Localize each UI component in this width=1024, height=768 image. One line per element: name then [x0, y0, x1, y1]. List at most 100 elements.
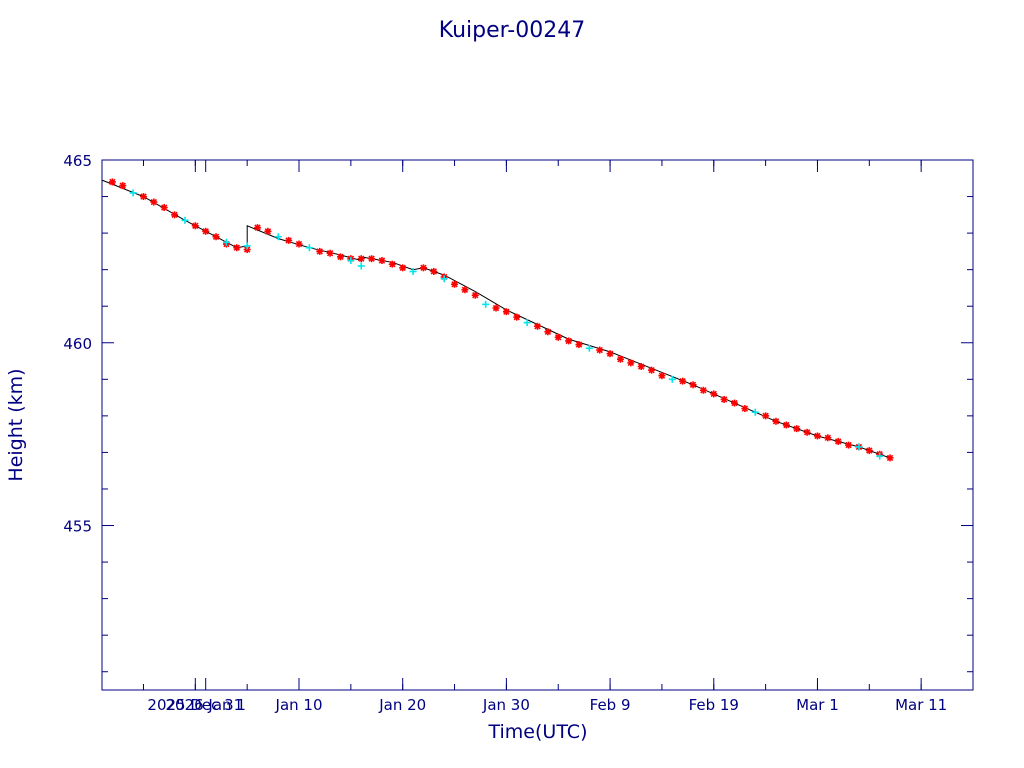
data-point-red	[534, 322, 541, 330]
x-tick-label: Mar 11	[895, 696, 947, 714]
data-point-red	[119, 182, 127, 190]
x-tick-label: 2025 Dec 31	[147, 696, 243, 714]
data-point-red	[430, 267, 438, 275]
marker-stroke	[492, 304, 500, 312]
x-tick-label: Jan 20	[378, 696, 426, 714]
y-tick-label: 455	[63, 518, 92, 536]
data-point-red	[648, 366, 656, 374]
data-point-red	[492, 304, 500, 312]
data-point-red	[679, 377, 687, 385]
data-point-red	[233, 244, 241, 252]
chart-title: Kuiper-00247	[439, 18, 585, 43]
marker-stroke	[731, 399, 738, 407]
data-point-red	[813, 432, 821, 440]
marker-stroke	[720, 396, 728, 403]
data-point-red	[336, 253, 344, 261]
data-point-red	[772, 417, 780, 425]
data-point-red	[782, 421, 790, 429]
marker-stroke	[389, 260, 396, 268]
data-point-red	[461, 286, 469, 294]
marker-stroke	[544, 328, 552, 335]
marker-stroke	[254, 224, 261, 231]
data-point-red	[368, 255, 376, 263]
marker-stroke	[700, 387, 707, 394]
data-point-red	[741, 405, 749, 413]
marker-stroke	[689, 381, 697, 388]
marker-stroke	[534, 323, 541, 330]
data-point-red	[191, 222, 199, 230]
marker-stroke	[866, 447, 873, 454]
marker-stroke	[710, 390, 717, 398]
data-point-red	[606, 350, 614, 358]
data-point-red	[316, 247, 324, 255]
data-point-red	[710, 390, 718, 398]
marker-stroke	[212, 233, 220, 240]
data-point-red	[451, 280, 459, 288]
marker-stroke	[264, 228, 272, 235]
data-point-red	[471, 291, 479, 299]
x-tick-label: 2026 Jan 1	[165, 696, 245, 714]
data-point-red	[803, 428, 811, 436]
data-point-red	[160, 204, 168, 212]
data-point-red	[399, 264, 407, 272]
marker-stroke	[835, 438, 842, 445]
data-point-cyan	[409, 267, 417, 275]
data-point-red	[596, 346, 604, 354]
data-point-cyan	[129, 189, 137, 197]
marker-stroke	[378, 257, 386, 264]
data-point-red	[326, 249, 334, 257]
x-tick-label: Jan 30	[482, 696, 530, 714]
marker-stroke	[783, 421, 790, 429]
data-point-red	[513, 313, 521, 321]
data-point-cyan	[482, 300, 490, 308]
marker-stroke	[233, 244, 240, 251]
marker-stroke	[803, 429, 811, 436]
data-point-red	[575, 341, 583, 349]
data-point-cyan	[876, 452, 884, 460]
data-point-cyan	[523, 319, 531, 327]
marker-stroke	[326, 250, 334, 257]
marker-stroke	[285, 237, 292, 244]
trend-line	[101, 179, 891, 459]
marker-stroke	[358, 255, 365, 262]
data-point-red	[108, 178, 116, 186]
marker-stroke	[430, 268, 438, 275]
data-point-red	[554, 333, 562, 341]
x-tick-label: Feb 9	[590, 696, 631, 714]
marker-stroke	[555, 334, 562, 341]
marker-stroke	[171, 211, 178, 219]
marker-stroke	[109, 178, 116, 186]
y-axis-ticks: 455 460 465	[63, 152, 973, 673]
marker-stroke	[461, 286, 469, 293]
marker-stroke	[741, 405, 749, 412]
data-point-cyan	[440, 275, 448, 283]
data-point-cyan	[668, 375, 676, 383]
data-point-red	[264, 227, 272, 235]
marker-stroke	[399, 264, 406, 272]
marker-stroke	[793, 425, 800, 432]
marker-stroke	[565, 337, 572, 345]
data-point-cyan	[274, 233, 282, 241]
data-point-red	[378, 257, 386, 265]
marker-stroke	[316, 248, 323, 255]
marker-stroke	[762, 412, 769, 420]
marker-stroke	[513, 313, 520, 321]
x-tick-label: Mar 1	[796, 696, 839, 714]
marker-stroke	[824, 434, 832, 441]
marker-stroke	[368, 255, 375, 262]
y-axis-label: Height (km)	[5, 368, 27, 481]
marker-stroke	[886, 454, 894, 462]
data-point-red	[834, 437, 842, 445]
marker-stroke	[772, 418, 780, 425]
data-point-red	[544, 328, 552, 336]
data-point-cyan	[243, 242, 251, 250]
data-point-red	[139, 193, 147, 201]
marker-stroke	[575, 341, 583, 348]
marker-stroke	[119, 182, 126, 189]
marker-stroke	[596, 346, 603, 354]
marker-stroke	[295, 240, 303, 248]
data-point-red	[254, 224, 262, 232]
marker-stroke	[658, 372, 666, 379]
data-point-cyan	[181, 216, 189, 224]
data-point-red	[627, 359, 635, 367]
